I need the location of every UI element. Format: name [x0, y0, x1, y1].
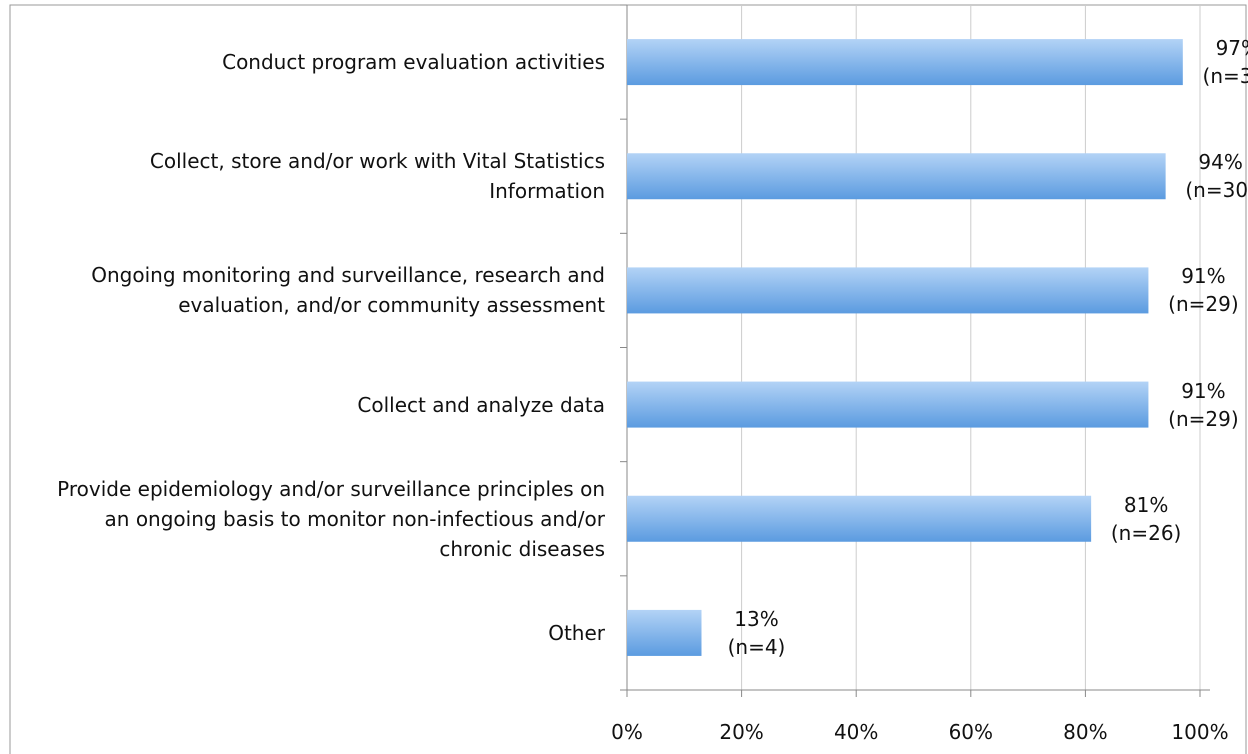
category-label: Provide epidemiology and/or surveillance…	[57, 476, 605, 561]
value-label: 81% (n=26)	[1110, 492, 1182, 545]
bar	[627, 381, 1149, 428]
x-tick-label: 0%	[611, 720, 643, 744]
bar	[627, 495, 1092, 542]
category-label: Other	[548, 620, 605, 645]
bar	[627, 609, 702, 656]
x-tick-label: 20%	[719, 720, 764, 744]
x-tick-label: 60%	[948, 720, 994, 744]
bar	[627, 39, 1183, 86]
category-label: Collect and analyze data	[357, 392, 605, 417]
value-label: 13% (n=4)	[727, 606, 786, 659]
frame	[9, 4, 1247, 754]
x-tick-label: 80%	[1063, 720, 1108, 744]
value-label: 91% (n=29)	[1168, 378, 1239, 431]
value-label: 91% (n=29)	[1168, 264, 1239, 317]
value-label: 97% (n=31)	[1202, 36, 1248, 89]
category-label: Collect, store and/or work with Vital St…	[149, 149, 605, 204]
x-tick-label: 100%	[1171, 720, 1229, 744]
category-label: Conduct program evaluation activities	[222, 50, 605, 75]
bar	[627, 267, 1149, 314]
value-label: 94% (n=30)	[1185, 150, 1248, 203]
bar	[627, 153, 1166, 200]
x-tick-label: 40%	[833, 720, 879, 744]
category-label: Ongoing monitoring and surveillance, res…	[91, 263, 605, 318]
